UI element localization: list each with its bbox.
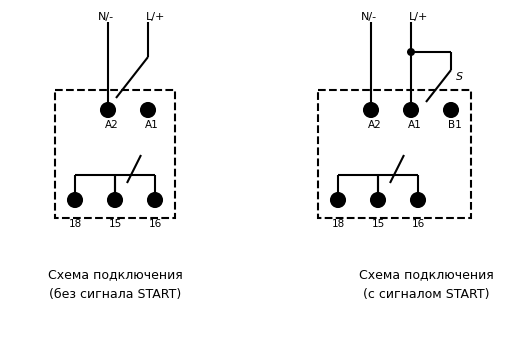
Text: A2: A2	[105, 120, 119, 130]
Text: A1: A1	[145, 120, 159, 130]
Text: (без сигнала START): (без сигнала START)	[49, 288, 181, 301]
Text: A1: A1	[408, 120, 422, 130]
Text: S: S	[456, 72, 463, 82]
Text: 18: 18	[331, 219, 345, 229]
Text: A2: A2	[368, 120, 382, 130]
Text: Схема подключения: Схема подключения	[359, 268, 494, 281]
Circle shape	[68, 193, 82, 207]
Text: L/+: L/+	[146, 12, 166, 22]
Text: Схема подключения: Схема подключения	[48, 268, 182, 281]
Text: B1: B1	[448, 120, 462, 130]
Circle shape	[148, 193, 162, 207]
Circle shape	[101, 103, 115, 117]
Text: 18: 18	[69, 219, 81, 229]
Circle shape	[404, 103, 418, 117]
Circle shape	[407, 48, 415, 56]
Text: L/+: L/+	[409, 12, 428, 22]
Text: 15: 15	[108, 219, 121, 229]
Text: 16: 16	[412, 219, 425, 229]
Circle shape	[108, 193, 122, 207]
Text: (с сигналом START): (с сигналом START)	[363, 288, 489, 301]
Circle shape	[331, 193, 345, 207]
Circle shape	[371, 193, 385, 207]
Circle shape	[364, 103, 378, 117]
Text: N/-: N/-	[361, 12, 377, 22]
Text: 16: 16	[148, 219, 161, 229]
Circle shape	[411, 193, 425, 207]
Circle shape	[444, 103, 458, 117]
Text: 15: 15	[372, 219, 385, 229]
Circle shape	[141, 103, 155, 117]
Text: N/-: N/-	[98, 12, 114, 22]
